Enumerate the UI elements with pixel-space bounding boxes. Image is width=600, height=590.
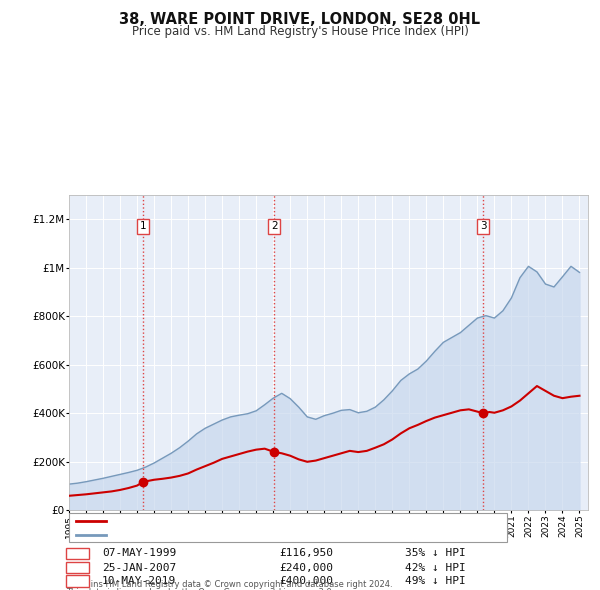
Text: 3: 3 (480, 221, 487, 231)
Text: Price paid vs. HM Land Registry's House Price Index (HPI): Price paid vs. HM Land Registry's House … (131, 25, 469, 38)
Text: 07-MAY-1999: 07-MAY-1999 (102, 549, 176, 558)
Text: 3: 3 (74, 576, 81, 586)
Text: 25-JAN-2007: 25-JAN-2007 (102, 563, 176, 572)
Text: 1: 1 (74, 549, 81, 558)
Text: Contains HM Land Registry data © Crown copyright and database right 2024.: Contains HM Land Registry data © Crown c… (66, 581, 392, 589)
Text: 35% ↓ HPI: 35% ↓ HPI (405, 549, 466, 558)
Text: HPI: Average price, detached house, Greenwich: HPI: Average price, detached house, Gree… (113, 530, 362, 539)
Text: 2: 2 (74, 563, 81, 572)
Text: 10-MAY-2019: 10-MAY-2019 (102, 576, 176, 586)
Text: 1: 1 (140, 221, 146, 231)
Text: 2: 2 (271, 221, 278, 231)
Text: 49% ↓ HPI: 49% ↓ HPI (405, 576, 466, 586)
Text: £240,000: £240,000 (279, 563, 333, 572)
Text: £116,950: £116,950 (279, 549, 333, 558)
Text: 38, WARE POINT DRIVE, LONDON, SE28 0HL: 38, WARE POINT DRIVE, LONDON, SE28 0HL (119, 12, 481, 27)
Text: 42% ↓ HPI: 42% ↓ HPI (405, 563, 466, 572)
Text: 38, WARE POINT DRIVE, LONDON, SE28 0HL (detached house): 38, WARE POINT DRIVE, LONDON, SE28 0HL (… (113, 516, 437, 526)
Text: £400,000: £400,000 (279, 576, 333, 586)
Text: This data is licensed under the Open Government Licence v3.0.: This data is licensed under the Open Gov… (66, 588, 334, 590)
